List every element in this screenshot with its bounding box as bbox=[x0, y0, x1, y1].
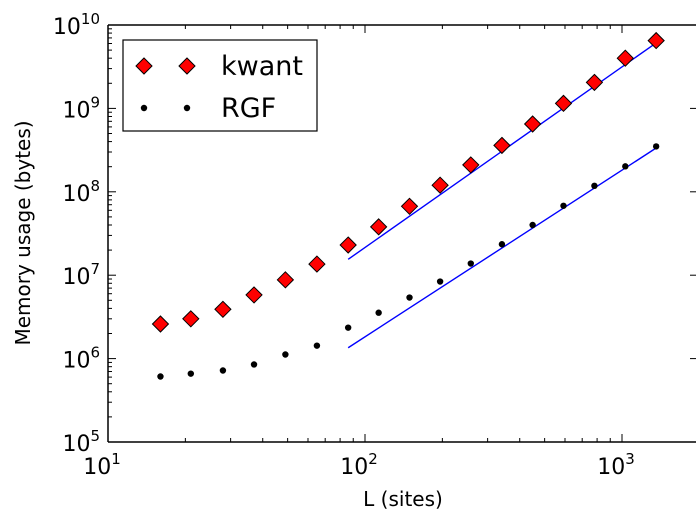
y-tick-label: 105 bbox=[62, 427, 100, 457]
kwant-point bbox=[182, 310, 200, 328]
kwant-point bbox=[523, 115, 542, 133]
x-axis-title: L (sites) bbox=[363, 487, 443, 511]
legend: kwant RGF bbox=[122, 39, 318, 132]
y-tick-label: 107 bbox=[62, 260, 100, 290]
rgf-point bbox=[219, 367, 227, 374]
rgf-point bbox=[282, 351, 289, 358]
legend-kwant-markers bbox=[135, 57, 196, 75]
rgf-point bbox=[467, 260, 474, 267]
rgf-point bbox=[622, 163, 629, 170]
kwant-point bbox=[647, 31, 665, 50]
x-tick-label: 102 bbox=[340, 450, 378, 480]
y-tick-label: 1010 bbox=[53, 10, 100, 40]
x-tick-label: 101 bbox=[83, 450, 121, 480]
rgf-point bbox=[652, 143, 660, 150]
legend-label-rgf: RGF bbox=[221, 93, 276, 124]
rgf-point bbox=[250, 361, 258, 368]
kwant-point bbox=[214, 300, 232, 319]
y-tick-label: 109 bbox=[62, 93, 100, 123]
rgf-point bbox=[436, 278, 444, 285]
rgf-point bbox=[529, 221, 536, 229]
kwant-point bbox=[462, 156, 480, 174]
kwant-point bbox=[369, 218, 388, 236]
legend-kwant-marker bbox=[178, 57, 196, 75]
kwant-point bbox=[431, 176, 449, 194]
kwant-point bbox=[554, 94, 573, 113]
rgf-point bbox=[313, 342, 321, 349]
legend-rgf-marker bbox=[140, 104, 148, 112]
legend-kwant-marker bbox=[135, 57, 153, 75]
rgf-point bbox=[157, 373, 164, 380]
y-tick-labels: 105 106 107 108 109 1010 bbox=[53, 10, 100, 457]
rgf-series bbox=[157, 143, 660, 380]
x-tick-label: 103 bbox=[597, 450, 635, 480]
kwant-point bbox=[245, 286, 263, 304]
y-tick-label: 106 bbox=[62, 344, 100, 374]
legend-rgf-markers bbox=[140, 104, 191, 112]
x-tick-labels: 101 102 103 bbox=[83, 450, 635, 480]
rgf-point bbox=[560, 202, 567, 209]
kwant-point bbox=[308, 255, 326, 273]
rgf-point bbox=[406, 294, 413, 301]
kwant-series bbox=[151, 31, 665, 333]
y-tick-label: 108 bbox=[62, 177, 100, 207]
kwant-point bbox=[400, 197, 419, 216]
rgf-point bbox=[591, 182, 598, 190]
axis-frame bbox=[107, 24, 696, 443]
rgf-point bbox=[344, 324, 352, 331]
kwant-point bbox=[339, 236, 357, 254]
fit-line bbox=[347, 147, 657, 349]
y-axis-title: Memory usage (bytes) bbox=[11, 120, 35, 345]
kwant-point bbox=[493, 136, 511, 155]
rgf-point bbox=[187, 370, 195, 377]
rgf-point bbox=[498, 241, 506, 248]
legend-label-kwant: kwant bbox=[221, 51, 303, 82]
legend-box bbox=[122, 39, 318, 132]
kwant-point bbox=[616, 49, 635, 67]
legend-rgf-marker bbox=[183, 104, 191, 112]
rgf-point bbox=[375, 309, 382, 316]
kwant-point bbox=[151, 315, 170, 333]
kwant-point bbox=[276, 271, 295, 289]
kwant-point bbox=[585, 73, 604, 92]
